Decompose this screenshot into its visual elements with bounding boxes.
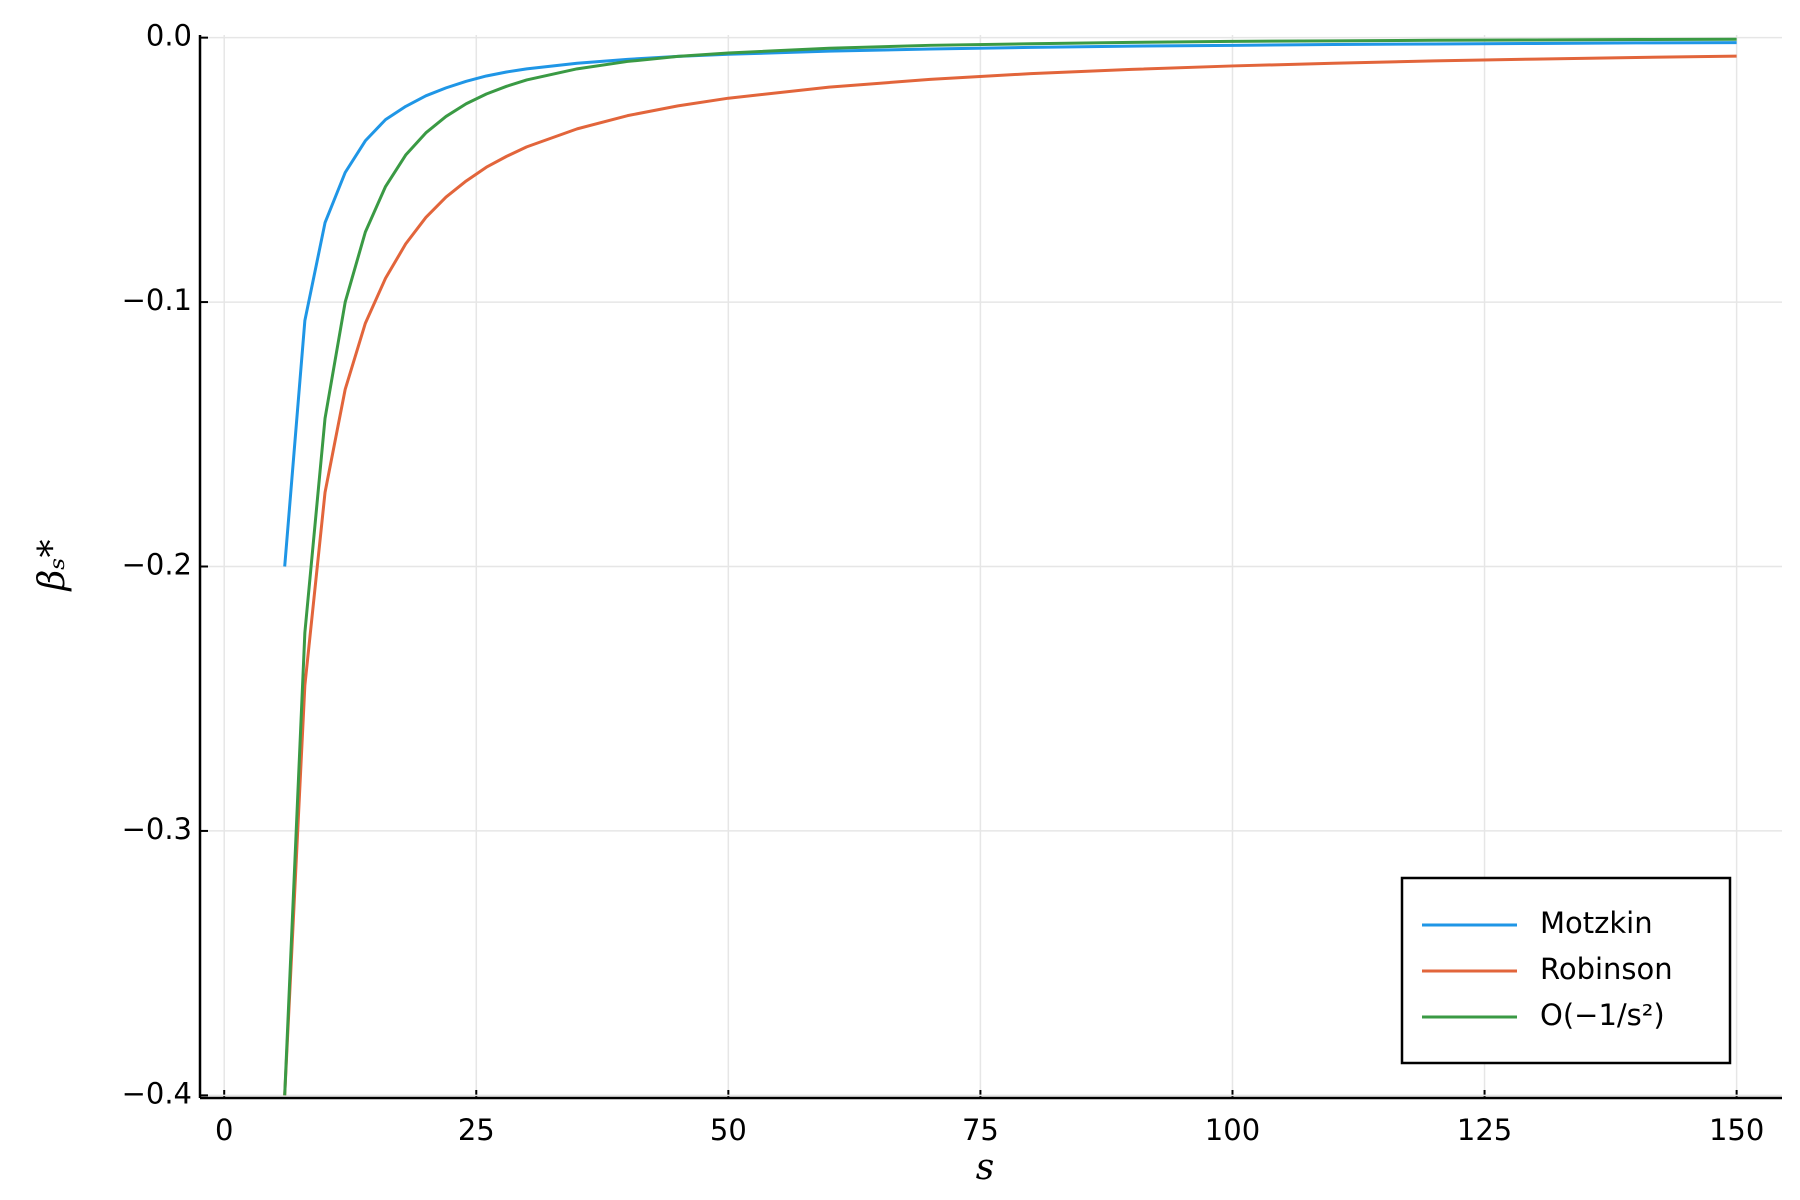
x-axis-label: s	[976, 1147, 994, 1188]
y-tick-label: −0.1	[122, 283, 192, 317]
y-tick-label: −0.3	[122, 812, 192, 846]
y-axis-label: βₛ*	[32, 540, 73, 593]
x-tick-label: 50	[710, 1113, 747, 1147]
y-tick-label: 0.0	[146, 19, 192, 53]
legend-label: Motzkin	[1540, 906, 1653, 940]
y-tick-label: −0.2	[122, 548, 192, 582]
x-tick-label: 125	[1457, 1113, 1512, 1147]
x-tick-label: 150	[1709, 1113, 1764, 1147]
x-tick-label: 0	[215, 1113, 233, 1147]
y-tick-label: −0.4	[122, 1076, 192, 1110]
legend-label: O(−1/s²)	[1540, 998, 1665, 1032]
line-series	[283, 37, 1737, 1096]
legend-label: Robinson	[1540, 952, 1673, 986]
x-tick-label: 100	[1205, 1113, 1260, 1147]
x-tick-label: 25	[458, 1113, 495, 1147]
line-series	[283, 41, 1737, 567]
x-tick-label: 75	[962, 1113, 999, 1147]
line-series	[283, 54, 1737, 1096]
